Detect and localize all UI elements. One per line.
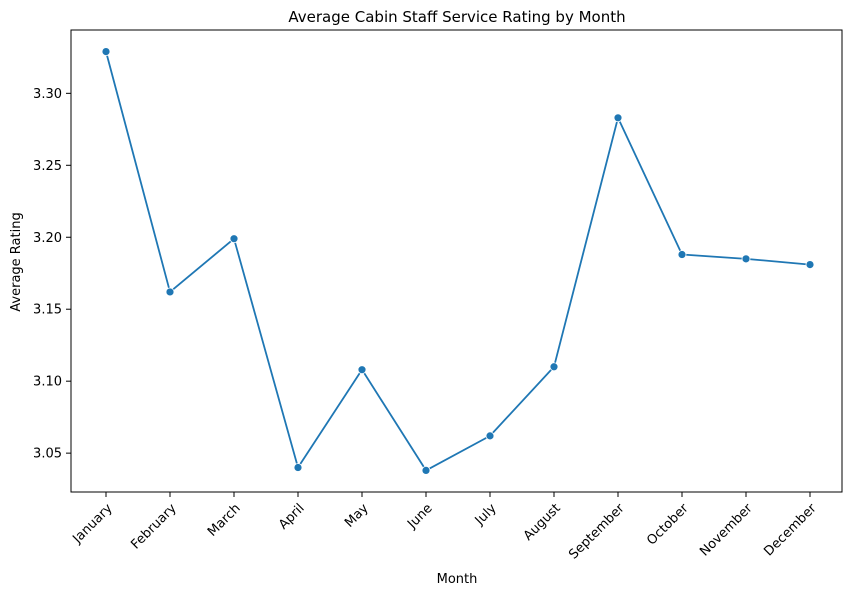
x-tick-label: August	[521, 501, 564, 544]
y-tick-label: 3.05	[33, 447, 62, 462]
series-line	[105, 50, 811, 472]
data-point	[229, 234, 239, 244]
y-tick-label: 3.30	[33, 87, 62, 102]
plot-area: 3.05 3.10 3.15 3.20 3.25 3.30 January February M…	[33, 29, 843, 563]
y-tick-label: 3.20	[33, 231, 62, 246]
x-axis-label: Month	[437, 572, 478, 587]
x-tick-label: September	[566, 501, 628, 563]
data-point	[613, 113, 623, 123]
x-tick-label: March	[205, 501, 244, 540]
data-point	[741, 254, 751, 264]
data-point	[805, 260, 815, 269]
x-tick-label: July	[472, 501, 500, 529]
data-point	[485, 431, 495, 441]
y-tick-label: 3.15	[33, 303, 62, 318]
x-tick-label: June	[404, 501, 435, 532]
data-point	[293, 463, 303, 472]
data-point	[421, 466, 431, 475]
y-axis-label: Average Rating	[9, 212, 24, 311]
x-tick-label: October	[644, 501, 692, 549]
x-tick-label: November	[697, 501, 756, 560]
chart-title: Average Cabin Staff Service Rating by Mo…	[288, 8, 625, 26]
y-tick-label: 3.25	[33, 159, 62, 174]
x-tick-label: May	[342, 501, 372, 531]
data-point	[101, 47, 111, 56]
x-tick-label: December	[761, 501, 820, 560]
data-point	[677, 250, 687, 259]
x-tick-label: April	[276, 501, 308, 533]
data-point	[165, 287, 175, 297]
x-tick-label: February	[128, 501, 180, 553]
data-point	[549, 362, 559, 372]
plot-frame	[70, 29, 843, 493]
x-tick-label: January	[69, 501, 115, 547]
y-tick-label: 3.10	[33, 375, 62, 390]
data-point	[357, 365, 367, 375]
